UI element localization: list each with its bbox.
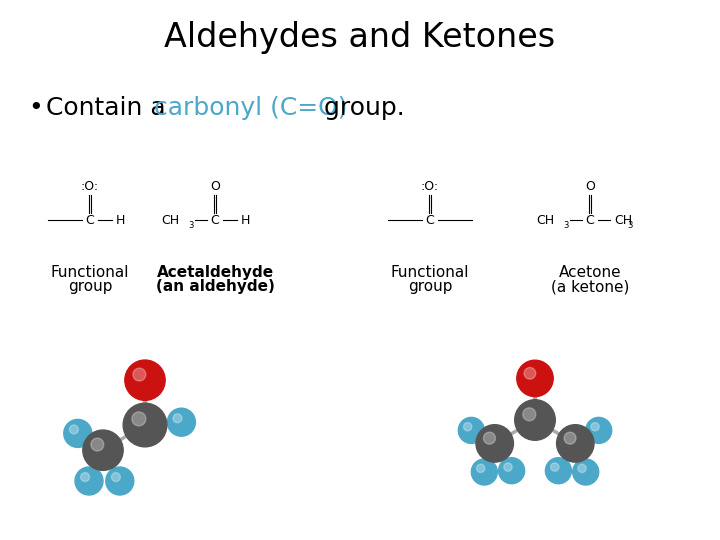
Text: CH: CH <box>614 213 632 226</box>
Circle shape <box>498 458 525 484</box>
Circle shape <box>69 425 78 434</box>
Circle shape <box>83 430 123 470</box>
Text: 3: 3 <box>189 221 194 231</box>
Text: group.: group. <box>316 96 405 120</box>
Text: C: C <box>426 213 434 226</box>
Circle shape <box>585 417 612 443</box>
Text: group: group <box>68 279 112 294</box>
Circle shape <box>167 408 195 436</box>
Circle shape <box>504 463 512 471</box>
Circle shape <box>523 408 536 421</box>
Text: CH: CH <box>161 213 179 226</box>
Circle shape <box>546 458 572 484</box>
Circle shape <box>91 438 104 451</box>
Circle shape <box>81 472 89 482</box>
Text: (an aldehyde): (an aldehyde) <box>156 279 274 294</box>
Text: C: C <box>211 213 220 226</box>
Text: Acetone: Acetone <box>559 265 621 280</box>
Text: H: H <box>115 213 125 226</box>
Text: Aldehydes and Ketones: Aldehydes and Ketones <box>164 22 556 55</box>
Circle shape <box>517 360 553 396</box>
Text: group: group <box>408 279 452 294</box>
Text: C: C <box>585 213 595 226</box>
Text: (a ketone): (a ketone) <box>551 279 629 294</box>
Circle shape <box>515 400 555 440</box>
Circle shape <box>476 424 513 462</box>
Circle shape <box>564 432 576 444</box>
Text: :O:: :O: <box>421 179 439 192</box>
Circle shape <box>106 467 134 495</box>
Circle shape <box>125 360 165 400</box>
Text: carbonyl (C=O): carbonyl (C=O) <box>154 96 348 120</box>
Circle shape <box>112 472 120 482</box>
Circle shape <box>64 420 92 448</box>
Circle shape <box>133 368 146 381</box>
Circle shape <box>551 463 559 471</box>
Text: :O:: :O: <box>81 179 99 192</box>
Text: C: C <box>86 213 94 226</box>
Circle shape <box>472 459 498 485</box>
Circle shape <box>477 464 485 472</box>
Text: CH: CH <box>536 213 554 226</box>
Circle shape <box>132 412 146 426</box>
Circle shape <box>524 368 536 379</box>
Text: Acetaldehyde: Acetaldehyde <box>156 265 274 280</box>
Circle shape <box>123 403 167 447</box>
Text: Contain a: Contain a <box>46 96 174 120</box>
Text: O: O <box>585 179 595 192</box>
Text: H: H <box>240 213 250 226</box>
Circle shape <box>572 459 599 485</box>
Text: Functional: Functional <box>50 265 130 280</box>
Circle shape <box>464 423 472 431</box>
Circle shape <box>483 432 495 444</box>
Circle shape <box>75 467 103 495</box>
Circle shape <box>557 424 594 462</box>
Circle shape <box>578 464 586 472</box>
Circle shape <box>591 423 599 431</box>
Circle shape <box>459 417 485 443</box>
Text: •: • <box>28 96 42 120</box>
Text: 3: 3 <box>563 221 569 231</box>
Text: 3: 3 <box>627 221 633 231</box>
Text: Functional: Functional <box>391 265 469 280</box>
Text: O: O <box>210 179 220 192</box>
Circle shape <box>173 414 182 423</box>
